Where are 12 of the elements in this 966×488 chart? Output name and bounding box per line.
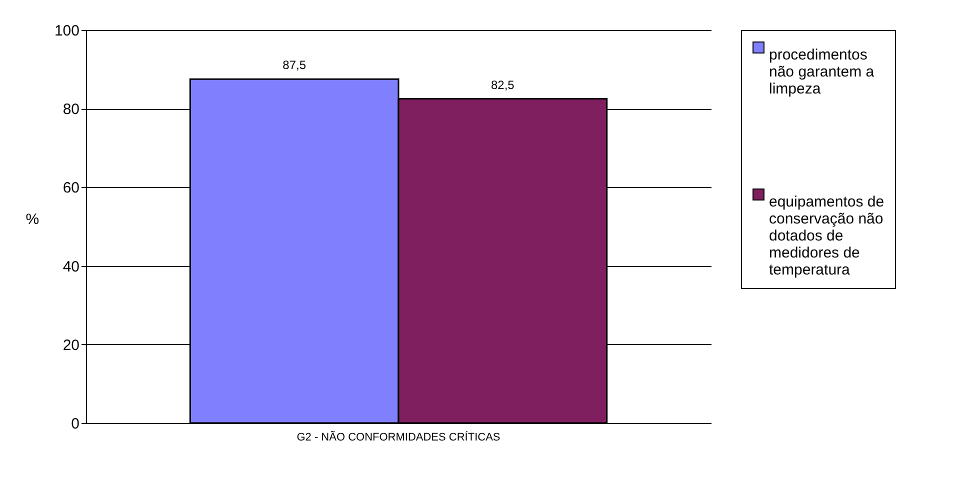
- legend-label: procedimentos não garantem a limpeza: [769, 46, 875, 98]
- data-label: 87,5: [282, 58, 306, 72]
- y-tick-label: 100: [54, 22, 80, 40]
- y-tick-label: 40: [62, 258, 80, 276]
- y-axis-title: %: [26, 211, 40, 228]
- y-tick-label: 20: [62, 336, 80, 354]
- y-tick-label: 60: [62, 180, 80, 197]
- x-tick-label: G2 - NÃO CONFORMIDADES CRÍTICAS: [296, 430, 500, 444]
- y-tick-label: 0: [71, 416, 80, 432]
- y-tick-label: 80: [62, 101, 80, 118]
- legend-label: equipamentos de conservação não dotados de medidores de temperatura: [769, 194, 884, 278]
- data-label: 82,5: [490, 78, 515, 92]
